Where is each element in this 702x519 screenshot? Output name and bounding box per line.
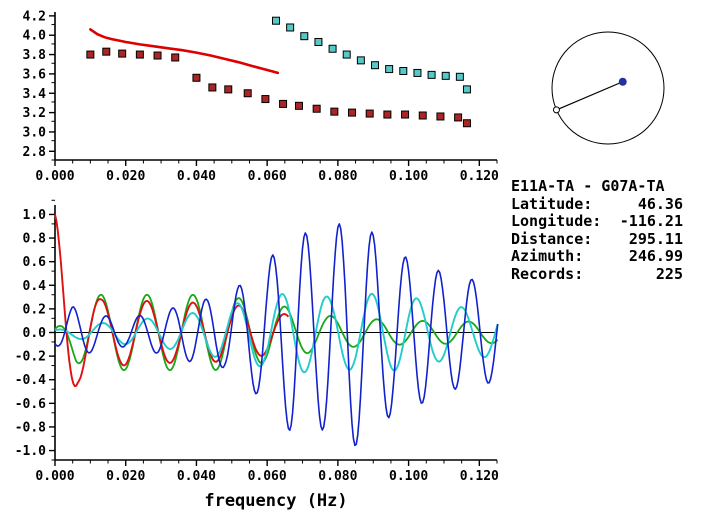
x-tick-label: 0.100 [389, 169, 428, 184]
reference-curve [89, 28, 280, 75]
x-tick-label: 0.080 [318, 469, 357, 484]
y-tick-label: 0.6 [23, 255, 47, 270]
major-ticks [49, 213, 481, 466]
minor-ticks [51, 199, 498, 464]
station-dot [618, 77, 627, 86]
x-tick-label: 0.060 [248, 169, 287, 184]
y-tick-label: -0.2 [15, 350, 46, 365]
longitude-value: -116.21 [619, 212, 683, 230]
x-tick-label: 0.120 [460, 469, 499, 484]
longitude-label: Longitude: [511, 212, 602, 230]
minor-ticks [51, 24, 498, 164]
azimuth-line [556, 81, 623, 111]
y-tick-label: 0.2 [23, 302, 46, 317]
records-label: Records: [511, 264, 584, 283]
info-row-distance: Distance: 295.11 [511, 229, 683, 249]
y-tick-label: 0.8 [23, 232, 47, 247]
measured-dispersion-branch2 [272, 16, 471, 94]
measured-dispersion-fundamental [86, 47, 471, 128]
y-tick-label: -0.8 [15, 420, 46, 435]
phase-velocity-plot: 0.000 0.020 0.040 0.060 0.080 0.100 0.120 2.8 3.… [23, 9, 500, 184]
y-tick-label: 2.8 [23, 145, 47, 160]
waveform-blue [54, 223, 499, 447]
x-tick-label: 0.040 [177, 469, 216, 484]
y-tick-label: 4.0 [23, 29, 47, 44]
x-tick-label: 0.100 [389, 469, 428, 484]
y-tick-label: 0.4 [23, 279, 47, 294]
waveform-green [54, 293, 499, 372]
x-tick-label: 0.000 [35, 169, 74, 184]
info-row-azimuth: Azimuth: 246.99 [511, 247, 683, 266]
axes [54, 12, 497, 161]
y-tick-label: 3.6 [23, 67, 47, 82]
map-circle [551, 31, 665, 145]
x-tick-label: 0.040 [177, 169, 216, 184]
info-row-records: Records: 225 [511, 264, 683, 284]
major-ticks [49, 15, 481, 166]
x-tick-label: 0.020 [106, 469, 145, 484]
endpoint-open-circle [552, 106, 560, 114]
y-tick-label: 3.0 [23, 125, 47, 140]
x-tick-label: 0.060 [248, 469, 287, 484]
y-tick-label: -0.4 [15, 373, 46, 388]
y-tick-label: 1.0 [23, 208, 47, 223]
distance-label: Distance: [511, 229, 593, 248]
station-pair-title: E11A-TA - G07A-TA [511, 177, 665, 195]
latitude-label: Latitude: [511, 194, 593, 213]
x-tick-label: 0.080 [318, 169, 357, 184]
x-tick-label: 0.000 [35, 469, 74, 484]
y-tick-label: 3.4 [23, 87, 47, 102]
x-tick-label: 0.020 [106, 169, 145, 184]
distance-value: 295.11 [628, 229, 683, 248]
y-tick-label: -1.0 [15, 444, 46, 459]
x-tick-label: 0.120 [460, 169, 499, 184]
waveform-spectra-plot: 0.000 0.020 0.040 0.060 0.080 0.100 0.120 1.0 0.… [15, 199, 499, 511]
azimuth-value: 246.99 [628, 247, 683, 265]
azimuth-map [551, 31, 665, 145]
waveform-red [54, 214, 290, 388]
x-axis-label: frequency (Hz) [204, 491, 347, 511]
y-tick-label: -0.6 [15, 397, 46, 412]
latitude-value: 46.36 [637, 194, 683, 213]
y-tick-label: 3.2 [23, 106, 46, 121]
station-info: E11A-TA - G07A-TA Latitude: 46.36 Longit… [511, 177, 683, 284]
records-value: 225 [655, 264, 683, 283]
y-tick-label: 0.0 [23, 326, 47, 341]
info-row-latitude: Latitude: 46.36 [511, 194, 683, 214]
azimuth-label: Azimuth: [511, 247, 584, 265]
y-tick-label: 4.2 [23, 9, 46, 24]
waveform-cyan [54, 292, 499, 374]
info-row-longitude: Longitude: -116.21 [511, 212, 683, 231]
y-tick-label: 3.8 [23, 48, 47, 63]
